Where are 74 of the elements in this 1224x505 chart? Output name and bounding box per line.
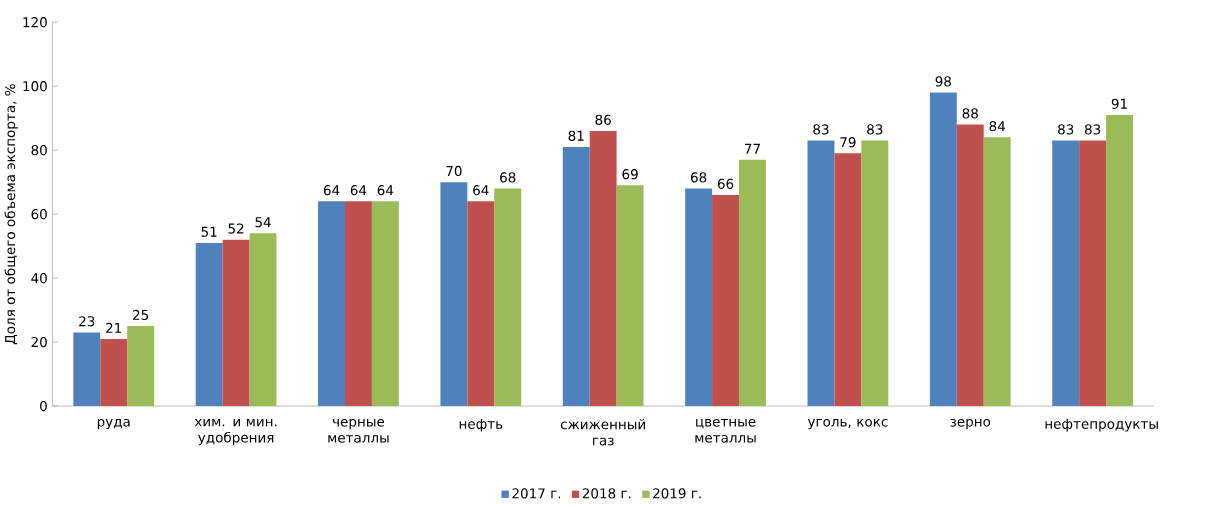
x-tick-label: хим. и мин. удобрения xyxy=(194,418,277,445)
bar xyxy=(983,137,1011,406)
data-label: 84 xyxy=(989,120,1006,132)
bar xyxy=(929,92,957,406)
bar xyxy=(1079,140,1107,406)
bar xyxy=(834,153,862,406)
x-tick-label: черные металлы xyxy=(328,418,389,443)
y-tick-label: 120 xyxy=(23,16,47,28)
bar xyxy=(807,140,835,406)
data-label: 79 xyxy=(840,136,856,148)
y-tick-label: 60 xyxy=(31,208,47,220)
legend-label: 2017 г. xyxy=(512,488,561,499)
x-tick-label: зерно xyxy=(950,418,991,430)
data-label: 64 xyxy=(473,184,489,196)
data-label: 64 xyxy=(350,184,367,196)
data-label: 86 xyxy=(595,114,611,125)
data-label: 91 xyxy=(1111,98,1127,109)
data-label: 64 xyxy=(377,184,394,196)
bar xyxy=(616,185,644,406)
bar xyxy=(222,239,250,406)
data-label: 83 xyxy=(813,124,829,135)
data-label: 21 xyxy=(106,322,122,333)
data-label: 25 xyxy=(133,309,149,320)
bar xyxy=(344,201,372,406)
y-tick-label: 80 xyxy=(31,144,47,156)
x-tick-label: руда xyxy=(97,418,130,430)
bar xyxy=(73,332,101,406)
data-label: 77 xyxy=(744,143,760,154)
data-label: 83 xyxy=(867,124,883,135)
data-label: 52 xyxy=(228,223,244,234)
data-label: 69 xyxy=(622,168,638,180)
legend-label: 2018 г. xyxy=(582,488,631,499)
data-label: 51 xyxy=(201,226,217,237)
bar xyxy=(467,201,495,406)
x-tick-label: уголь, кокс xyxy=(807,418,888,430)
bar xyxy=(494,188,522,406)
bar xyxy=(440,181,468,406)
data-label: 54 xyxy=(255,217,271,228)
bar xyxy=(738,159,766,406)
bar xyxy=(371,201,399,406)
x-tick-label: нефтепродукты xyxy=(1045,418,1158,432)
legend-label: 2019 г. xyxy=(653,488,701,499)
y-tick-label: 40 xyxy=(31,272,47,283)
bar xyxy=(712,194,739,406)
y-tick-label: 0 xyxy=(40,400,47,411)
data-label: 66 xyxy=(717,178,734,189)
data-label: 23 xyxy=(79,315,95,327)
bar xyxy=(685,188,713,406)
bar xyxy=(249,233,277,406)
x-tick-label: сжиженный газ xyxy=(560,418,645,446)
x-tick-label: цветные металлы xyxy=(695,418,756,443)
bar xyxy=(100,338,128,406)
bar xyxy=(1052,140,1080,406)
bar xyxy=(127,325,155,406)
data-label: 64 xyxy=(323,184,340,196)
data-label: 98 xyxy=(935,76,952,87)
y-axis-title: Доля от общего объема экспорта, % xyxy=(4,83,18,344)
y-tick-label: 20 xyxy=(31,336,47,347)
bar xyxy=(1106,114,1133,406)
x-tick-label: нефть xyxy=(459,418,503,432)
y-tick-label: 100 xyxy=(23,80,47,92)
bar xyxy=(956,124,984,406)
data-label: 83 xyxy=(1058,124,1074,135)
data-label: 68 xyxy=(500,172,516,183)
data-label: 81 xyxy=(568,130,584,141)
bar xyxy=(861,140,889,406)
bar xyxy=(589,130,617,406)
bar xyxy=(318,201,345,406)
data-label: 83 xyxy=(1084,124,1101,135)
bar xyxy=(562,146,590,406)
data-label: 70 xyxy=(446,165,462,176)
bar xyxy=(195,242,223,406)
data-label: 68 xyxy=(690,172,707,183)
data-label: 88 xyxy=(962,108,978,119)
